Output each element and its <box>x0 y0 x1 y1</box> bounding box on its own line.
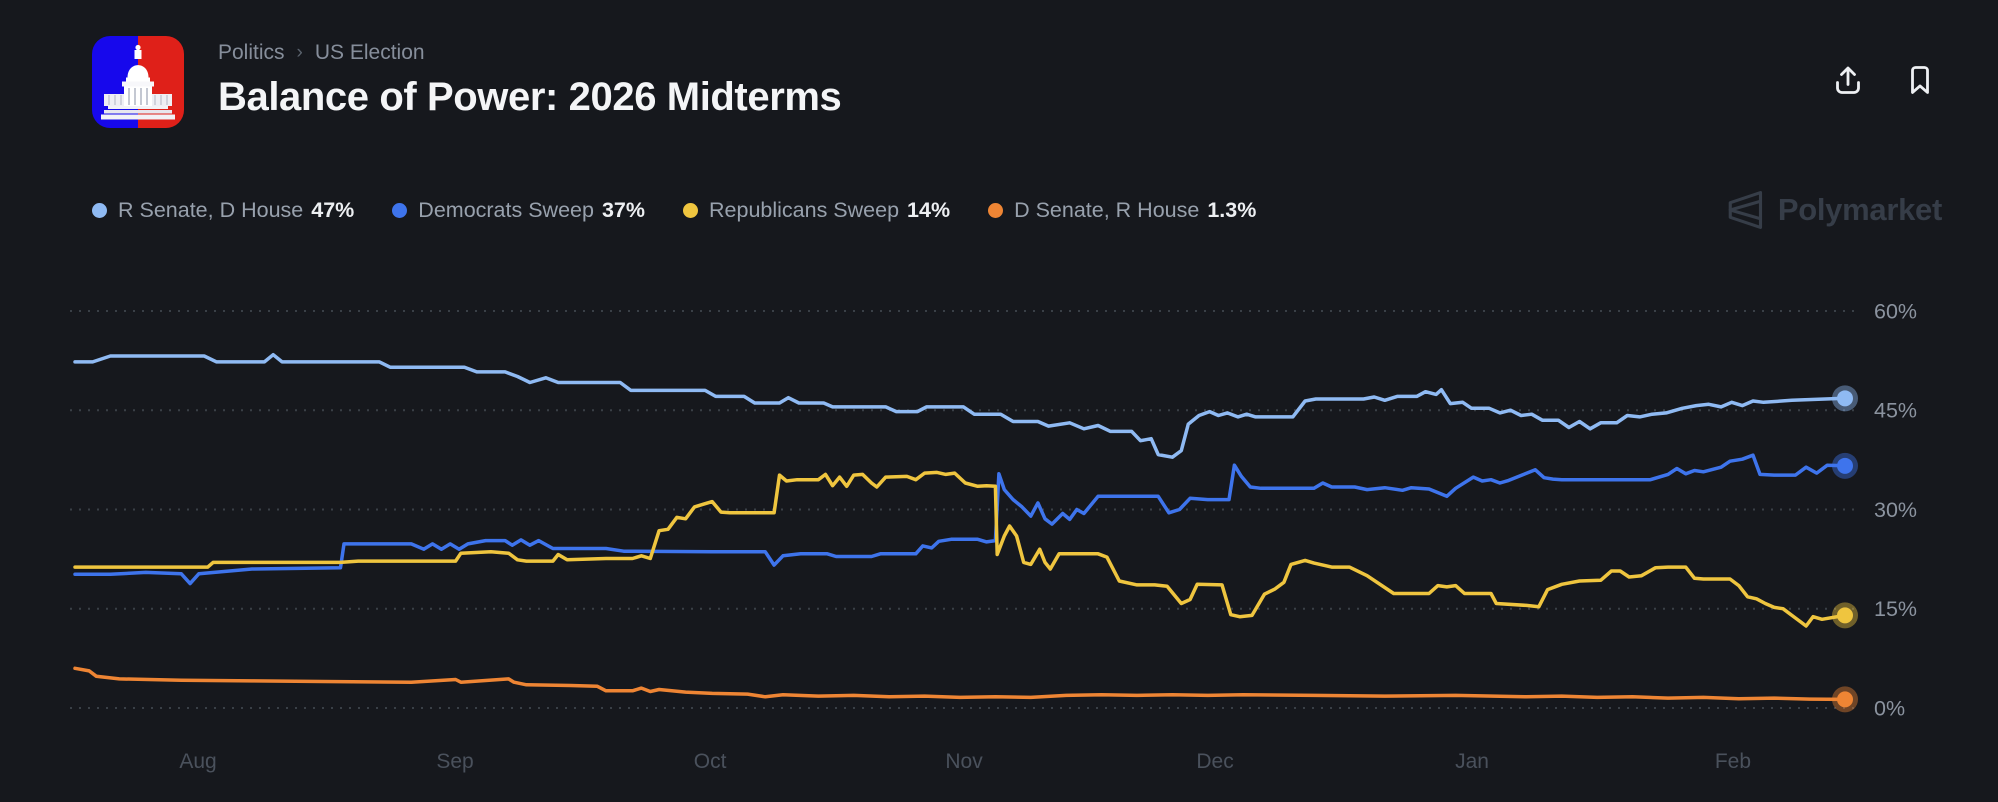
breadcrumb-politics[interactable]: Politics <box>218 41 285 64</box>
legend-dot-orange <box>988 202 1004 218</box>
bookmark-button[interactable] <box>1898 58 1942 102</box>
legend-dot-blue <box>392 202 408 218</box>
x-axis-label-Nov: Nov <box>945 750 983 773</box>
bookmark-icon <box>1911 66 1929 94</box>
legend-label: Republicans Sweep <box>709 197 900 222</box>
legend-item-republicans-sweep: Republicans Sweep 14% <box>683 198 950 223</box>
share-button[interactable] <box>1826 58 1870 102</box>
page-title: Balance of Power: 2026 Midterms <box>218 75 842 119</box>
legend-item-r-senate-d-house: R Senate, D House 47% <box>92 198 354 223</box>
market-image-capitol <box>92 36 184 128</box>
series-line-republicans-sweep <box>73 470 1847 628</box>
x-axis-label-Aug: Aug <box>179 750 216 773</box>
end-dot-democrats-sweep <box>1837 457 1853 474</box>
legend-dot-yellow <box>683 202 698 218</box>
price-chart: 60% 45% 30% 15% 0% Aug Sep Oct Nov Dec Jan Feb <box>0 227 1998 802</box>
legend-row: R Senate, D House 47% Democrats Sweep 37… <box>92 188 1942 232</box>
polymarket-logo-icon <box>1728 191 1762 229</box>
breadcrumb-chevron-icon: › <box>296 42 303 63</box>
series-line-democrats-sweep <box>73 453 1847 586</box>
end-dot-d-senate-r-house <box>1837 691 1853 708</box>
title-block: Politics › US Election Balance of Power:… <box>218 36 842 119</box>
share-upload-icon <box>1836 66 1860 94</box>
legend-label: D Senate, R House <box>1014 197 1200 222</box>
breadcrumb-us-election[interactable]: US Election <box>314 41 425 64</box>
series-line-d-senate-r-house <box>73 666 1847 702</box>
legend-dot-light-blue <box>92 202 107 218</box>
legend-item-democrats-sweep: Democrats Sweep 37% <box>392 198 645 223</box>
legend-value: 37% <box>601 197 645 222</box>
end-dot-r-senate-d-house <box>1837 390 1853 407</box>
x-axis-label-Jan: Jan <box>1455 750 1489 773</box>
y-axis-label-0%: 0% <box>1874 697 1905 721</box>
breadcrumb: Politics › US Election <box>218 41 841 65</box>
y-axis-label-45%: 45% <box>1874 399 1917 423</box>
y-axis-label-60%: 60% <box>1874 299 1917 323</box>
y-axis-label-30%: 30% <box>1874 498 1917 522</box>
x-axis-label-Oct: Oct <box>694 750 727 773</box>
y-axis-label-15%: 15% <box>1874 597 1917 621</box>
end-dot-republicans-sweep <box>1837 607 1853 624</box>
x-axis-label-Sep: Sep <box>436 750 473 773</box>
legend-value: 14% <box>907 197 951 222</box>
x-axis-label-Dec: Dec <box>1196 750 1233 773</box>
series-line-r-senate-d-house <box>73 352 1847 459</box>
polymarket-wordmark: Polymarket <box>1777 192 1942 227</box>
polymarket-watermark: Polymarket <box>1722 188 1942 232</box>
header: Politics › US Election Balance of Power:… <box>92 36 1942 128</box>
header-actions <box>1826 58 1942 102</box>
legend-label: R Senate, D House <box>118 197 304 222</box>
legend-item-d-senate-r-house: D Senate, R House 1.3% <box>988 198 1256 223</box>
legend-value: 1.3% <box>1207 197 1257 222</box>
legend-label: Democrats Sweep <box>418 197 594 222</box>
chart-canvas[interactable]: 60% 45% 30% 15% 0% Aug Sep Oct Nov Dec Jan Feb <box>0 227 1998 802</box>
x-axis-label-Feb: Feb <box>1715 750 1751 773</box>
legend-value: 47% <box>311 197 355 222</box>
chart-legend: R Senate, D House 47% Democrats Sweep 37… <box>92 198 1256 223</box>
